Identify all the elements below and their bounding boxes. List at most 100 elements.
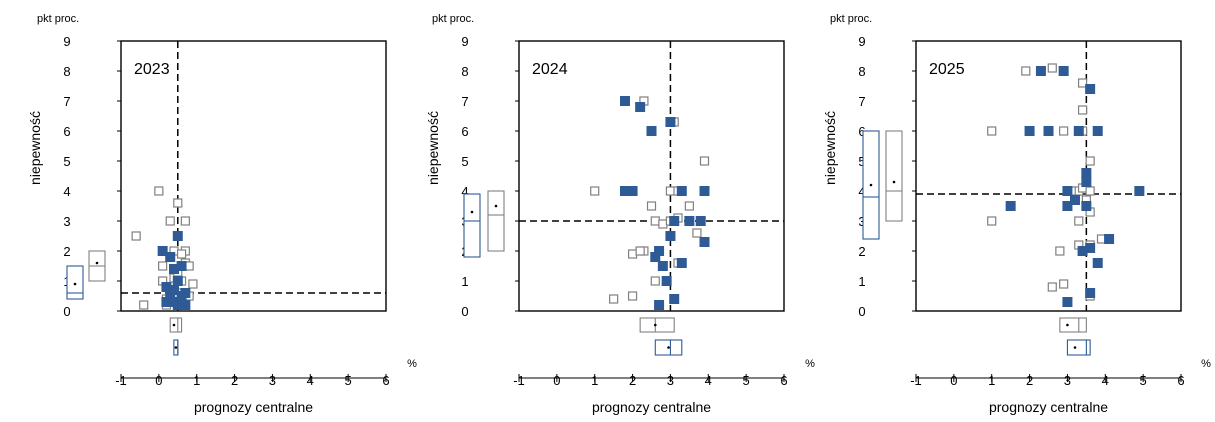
hollow-square-marker: [1085, 186, 1095, 196]
uncertainty-box: [66, 265, 84, 300]
x-tick-label: 0: [155, 373, 162, 388]
filled-square-marker: [654, 300, 665, 310]
hollow-square-marker: [635, 246, 645, 256]
filled-square-marker: [1073, 126, 1084, 136]
filled-square-marker: [1035, 66, 1046, 76]
y-tick-label: 9: [461, 34, 468, 49]
filled-square-marker: [665, 117, 676, 127]
filled-square-marker: [1024, 126, 1035, 136]
hollow-square-marker: [699, 156, 710, 166]
hollow-square-marker: [650, 276, 660, 286]
plot-frame: [518, 40, 785, 312]
filled-square-marker: [684, 216, 695, 226]
filled-square-marker: [676, 186, 687, 196]
hollow-square-marker: [987, 126, 997, 136]
uncertainty-box-mean: [494, 204, 498, 208]
filled-square-marker: [699, 186, 710, 196]
uncertainty-box: [885, 130, 903, 222]
x-unit-label: %: [805, 358, 815, 370]
y-tick-label: 7: [63, 94, 70, 109]
hollow-square-marker: [650, 216, 660, 226]
hollow-square-marker: [173, 198, 183, 208]
y-tick-label: 9: [63, 34, 70, 49]
x-tick-label: -1: [910, 373, 922, 388]
x-unit-label: %: [407, 358, 417, 370]
y-tick-label: 9: [858, 34, 865, 49]
x-unit-label: %: [1201, 358, 1211, 370]
hollow-square-marker: [627, 291, 638, 301]
filled-square-marker: [1058, 66, 1069, 76]
filled-square-marker: [1081, 168, 1092, 178]
y-tick-label: 5: [63, 154, 70, 169]
hollow-square-marker: [646, 201, 657, 211]
y-axis-title: niepewność: [425, 111, 441, 185]
y-tick-label: 5: [461, 154, 468, 169]
hollow-square-marker: [590, 186, 600, 196]
hollow-square-marker: [154, 186, 164, 196]
filled-square-marker: [676, 258, 687, 268]
x-tick-label: 3: [667, 373, 674, 388]
y-tick-label: 2: [858, 244, 865, 259]
y-tick-label: 6: [63, 124, 70, 139]
uncertainty-box: [487, 190, 505, 252]
y-axis-title: niepewność: [27, 111, 43, 185]
chart-panel-2025: 0 1 2 3 4 5 6 7 8 9 -1 0 1 2 3 4 5 6 pkt proc.% prognozy ce…: [822, 13, 1211, 415]
filled-square-marker: [627, 186, 638, 196]
y-tick-label: 7: [858, 94, 865, 109]
filled-square-marker: [1062, 201, 1073, 211]
forecast-box-mean: [174, 346, 178, 349]
filled-square-marker: [169, 264, 179, 274]
chart-year-label: 2024: [532, 61, 568, 78]
hollow-square-marker: [684, 201, 694, 211]
x-tick-label: 4: [307, 373, 314, 388]
hollow-square-marker: [1047, 63, 1057, 73]
x-tick-label: 0: [950, 373, 957, 388]
x-tick-label: 5: [345, 373, 352, 388]
x-tick-label: 5: [743, 373, 750, 388]
filled-square-marker: [180, 300, 191, 310]
y-tick-label: 0: [63, 304, 70, 319]
x-tick-label: 1: [988, 373, 995, 388]
filled-square-marker: [657, 261, 668, 271]
x-tick-label: 5: [1140, 373, 1147, 388]
x-tick-label: 6: [1177, 373, 1184, 388]
y-axis-title: niepewność: [822, 111, 838, 185]
hollow-square-marker: [1085, 156, 1095, 166]
plot-frame: [120, 40, 387, 312]
y-tick-label: 4: [858, 184, 865, 199]
x-tick-label: 3: [1064, 373, 1071, 388]
forecast-box: [1059, 317, 1087, 333]
filled-square-marker: [180, 288, 191, 298]
filled-square-marker: [699, 237, 710, 247]
filled-square-marker: [669, 294, 680, 304]
filled-square-marker: [661, 276, 672, 286]
y-tick-label: 8: [858, 64, 865, 79]
forecast-box: [1066, 339, 1091, 356]
y-tick-label: 0: [858, 304, 865, 319]
hollow-square-marker: [176, 249, 187, 259]
hollow-square-marker: [1059, 126, 1069, 136]
filled-square-marker: [1085, 288, 1096, 298]
filled-square-marker: [1062, 297, 1073, 307]
hollow-square-marker: [180, 216, 190, 226]
forecast-box: [639, 317, 675, 333]
filled-square-marker: [1085, 243, 1096, 253]
filled-square-marker: [1062, 186, 1073, 196]
y-tick-label: 4: [461, 184, 468, 199]
x-tick-label: 2: [629, 373, 636, 388]
hollow-square-marker: [665, 186, 676, 196]
x-tick-label: 4: [705, 373, 712, 388]
hollow-square-marker: [658, 219, 668, 229]
y-tick-label: 8: [63, 64, 70, 79]
x-tick-label: -1: [115, 373, 127, 388]
forecast-box-mean: [667, 346, 670, 349]
filled-square-marker: [635, 102, 646, 112]
filled-square-marker: [695, 216, 706, 226]
y-tick-label: 2: [63, 244, 70, 259]
filled-square-marker: [1134, 186, 1145, 196]
filled-square-marker: [172, 231, 183, 241]
x-axis-title: prognozy centralne: [194, 399, 313, 415]
x-tick-label: -1: [513, 373, 525, 388]
